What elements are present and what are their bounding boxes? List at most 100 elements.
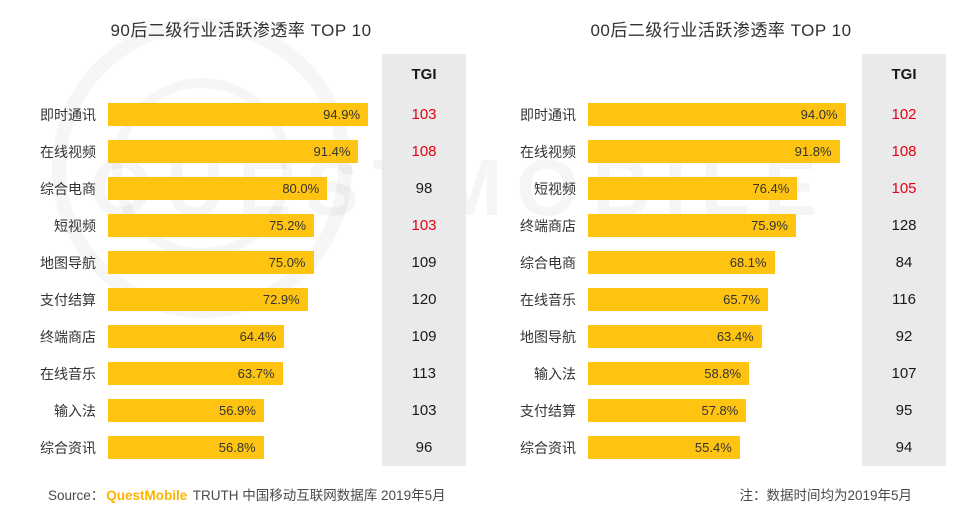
category-label: 在线视频 — [520, 143, 576, 160]
tgi-value: 120 — [411, 291, 437, 308]
tgi-value: 95 — [895, 402, 913, 419]
tgi-value: 103 — [411, 402, 437, 419]
source-line: Source： QuestMobile TRUTH 中国移动互联网数据库 2019… — [48, 484, 446, 504]
bar: 65.7% — [588, 288, 769, 311]
bar-track: 91.4% — [108, 140, 382, 163]
bar: 94.9% — [108, 103, 369, 126]
category-label: 短视频 — [54, 217, 96, 234]
category-label: 在线音乐 — [520, 291, 576, 308]
chart-row: 短视频 76.4% — [496, 170, 862, 207]
bar-track: 75.0% — [108, 251, 382, 274]
category-label: 综合资讯 — [520, 439, 576, 456]
tgi-value: 128 — [891, 217, 917, 234]
value-label: 75.2% — [269, 218, 307, 233]
questmobile-brand: QuestMobile — [106, 488, 188, 503]
category-label: 终端商店 — [40, 328, 96, 345]
source-suffix: TRUTH 中国移动互联网数据库 2019年5月 — [189, 488, 446, 503]
bar-track: 75.2% — [108, 214, 382, 237]
tgi-column: TGI 102 108 105 128 84 116 92 107 95 94 — [862, 54, 946, 466]
tgi-value: 92 — [895, 328, 913, 345]
footnote: 注：数据时间均为2019年5月 — [739, 488, 912, 503]
bar-track: 94.0% — [588, 103, 862, 126]
value-label: 63.4% — [716, 329, 754, 344]
bar: 56.9% — [108, 399, 264, 422]
category-label: 输入法 — [54, 402, 96, 419]
tgi-value: 109 — [411, 254, 437, 271]
bar-rows: 即时通讯 94.0% 在线视频 91.8% 短视频 76.4% 终端商店 75.9% 综合电商 6… — [496, 96, 862, 466]
chart-row: 综合电商 68.1% — [496, 244, 862, 281]
bar: 75.9% — [588, 214, 796, 237]
category-label: 地图导航 — [40, 254, 96, 271]
bar-track: 72.9% — [108, 288, 382, 311]
bar-track: 94.9% — [108, 103, 382, 126]
value-label: 64.4% — [239, 329, 277, 344]
chart-row: 综合资讯 56.8% — [16, 429, 382, 466]
value-label: 75.9% — [751, 218, 788, 233]
bar-rows: 即时通讯 94.9% 在线视频 91.4% 综合电商 80.0% 短视频 75.2% 地图导航 7… — [16, 96, 382, 466]
chart-row: 输入法 58.8% — [496, 355, 862, 392]
tgi-value: 96 — [415, 439, 433, 456]
tgi-value: 107 — [891, 365, 917, 382]
tgi-header: TGI — [411, 66, 437, 83]
tgi-column: TGI 103 108 98 103 109 120 109 113 103 96 — [382, 54, 466, 466]
bar: 57.8% — [588, 399, 747, 422]
chart-row: 综合资讯 55.4% — [496, 429, 862, 466]
tgi-values: 102 108 105 128 84 116 92 107 95 94 — [862, 96, 946, 466]
category-label: 即时通讯 — [520, 106, 576, 123]
chart-row: 在线音乐 65.7% — [496, 281, 862, 318]
chart-row: 短视频 75.2% — [16, 207, 382, 244]
bar: 76.4% — [588, 177, 798, 200]
bar-track: 76.4% — [588, 177, 862, 200]
tgi-header: TGI — [891, 66, 917, 83]
chart-body: 即时通讯 94.0% 在线视频 91.8% 短视频 76.4% 终端商店 75.9% 综合电商 6… — [496, 54, 946, 466]
tgi-value: 108 — [891, 143, 917, 160]
charts-container: 90后二级行业活跃渗透率 TOP 10 即时通讯 94.9% 在线视频 91.4% 综合… — [16, 8, 946, 466]
bar-track: 80.0% — [108, 177, 382, 200]
bar-track: 56.8% — [108, 436, 382, 459]
value-label: 75.0% — [268, 255, 306, 270]
chart-row: 即时通讯 94.9% — [16, 96, 382, 133]
chart-title: 90后二级行业活跃渗透率 TOP 10 — [110, 21, 372, 40]
chart-row: 在线视频 91.8% — [496, 133, 862, 170]
bar: 64.4% — [108, 325, 285, 348]
bar-track: 75.9% — [588, 214, 862, 237]
value-label: 91.4% — [313, 144, 351, 159]
bar-track: 55.4% — [588, 436, 862, 459]
bar: 72.9% — [108, 288, 308, 311]
category-label: 综合电商 — [520, 254, 576, 271]
chart-row: 支付结算 57.8% — [496, 392, 862, 429]
tgi-value: 103 — [411, 217, 437, 234]
value-label: 65.7% — [723, 292, 761, 307]
bar: 94.0% — [588, 103, 846, 126]
category-label: 输入法 — [534, 365, 576, 382]
bar: 56.8% — [108, 436, 264, 459]
bar: 80.0% — [108, 177, 328, 200]
bar: 55.4% — [588, 436, 740, 459]
bar-track: 58.8% — [588, 362, 862, 385]
value-label: 55.4% — [694, 440, 732, 455]
category-label: 支付结算 — [40, 291, 96, 308]
bar-track: 68.1% — [588, 251, 862, 274]
tgi-value: 116 — [892, 291, 916, 308]
chart-title: 00后二级行业活跃渗透率 TOP 10 — [590, 21, 852, 40]
chart-panel-post00s: 00后二级行业活跃渗透率 TOP 10 即时通讯 94.0% 在线视频 91.8% 短视… — [496, 8, 946, 466]
tgi-value: 105 — [891, 180, 917, 197]
tgi-value: 109 — [411, 328, 437, 345]
value-label: 76.4% — [752, 181, 790, 196]
bar: 63.7% — [108, 362, 283, 385]
value-label: 56.8% — [218, 440, 256, 455]
category-label: 综合电商 — [40, 180, 96, 197]
category-label: 在线音乐 — [40, 365, 96, 382]
value-label: 63.7% — [237, 366, 275, 381]
chart-row: 地图导航 75.0% — [16, 244, 382, 281]
tgi-value: 103 — [411, 106, 437, 123]
category-label: 地图导航 — [520, 328, 576, 345]
chart-row: 综合电商 80.0% — [16, 170, 382, 207]
value-label: 68.1% — [729, 255, 767, 270]
bar: 75.2% — [108, 214, 315, 237]
footer: Source： QuestMobile TRUTH 中国移动互联网数据库 2019… — [0, 474, 960, 514]
value-label: 57.8% — [701, 403, 739, 418]
chart-row: 地图导航 63.4% — [496, 318, 862, 355]
value-label: 58.8% — [704, 366, 742, 381]
